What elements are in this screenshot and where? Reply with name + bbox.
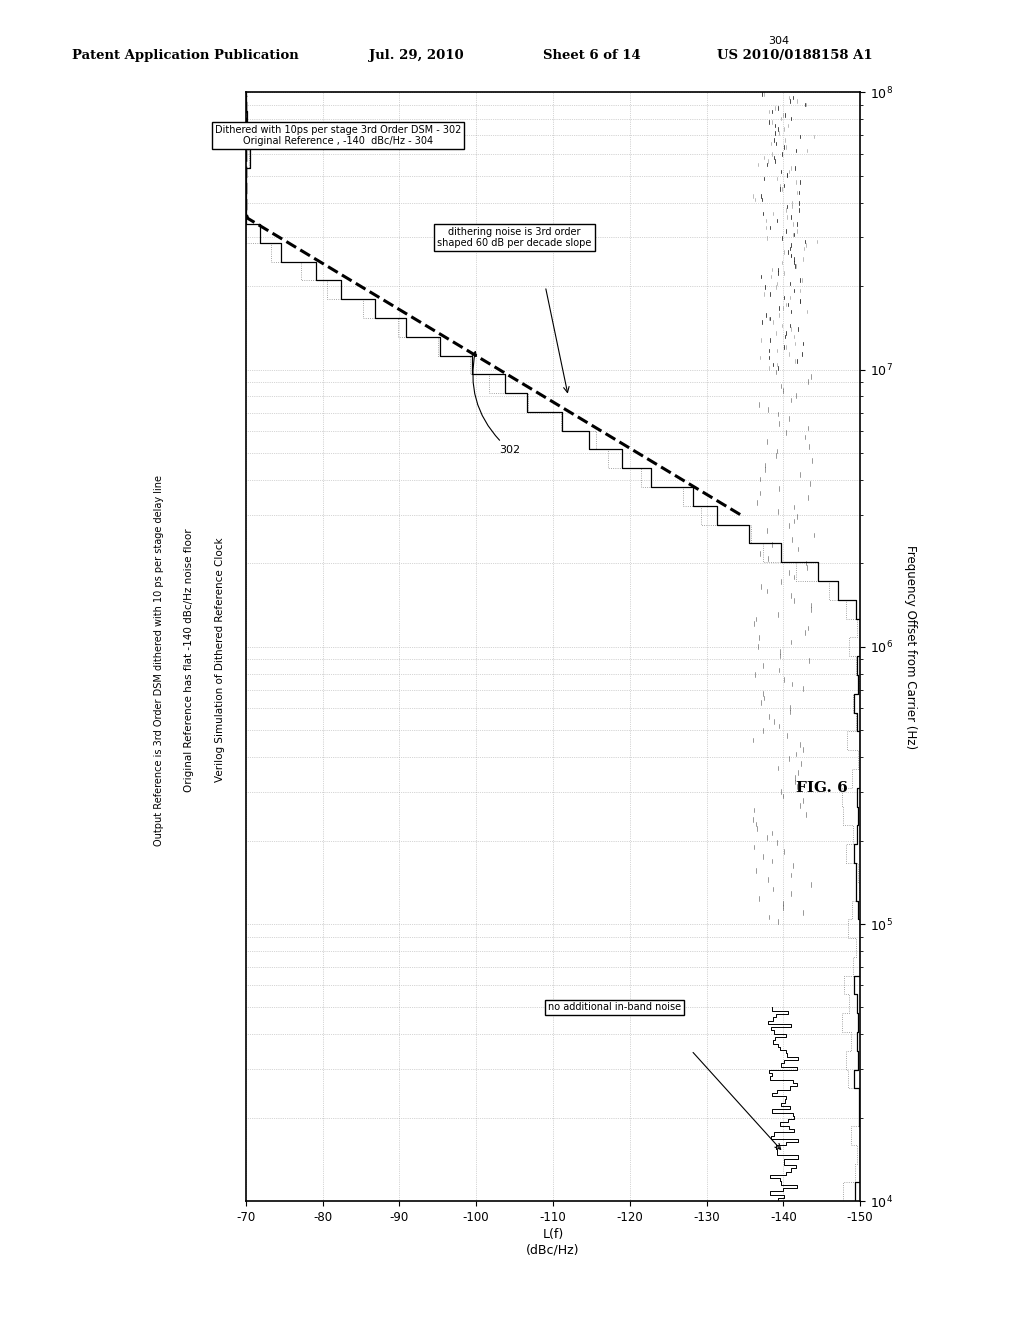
Text: 304: 304 [768, 36, 790, 46]
Y-axis label: Frequency Offset from Carrier (Hz): Frequency Offset from Carrier (Hz) [904, 545, 918, 748]
Text: Patent Application Publication: Patent Application Publication [72, 49, 298, 62]
Text: US 2010/0188158 A1: US 2010/0188158 A1 [717, 49, 872, 62]
Text: Sheet 6 of 14: Sheet 6 of 14 [543, 49, 640, 62]
Text: 302: 302 [472, 351, 520, 455]
Text: Jul. 29, 2010: Jul. 29, 2010 [369, 49, 463, 62]
X-axis label: L(f)
(dBc/Hz): L(f) (dBc/Hz) [526, 1228, 580, 1257]
Text: no additional in-band noise: no additional in-band noise [548, 1002, 681, 1012]
Text: Dithered with 10ps per stage 3rd Order DSM - 302
Original Reference , -140  dBc/: Dithered with 10ps per stage 3rd Order D… [215, 124, 461, 147]
Text: Output Reference is 3rd Order DSM dithered with 10 ps per stage delay line: Output Reference is 3rd Order DSM dither… [154, 474, 164, 846]
Text: Verilog Simulation of Dithered Reference Clock: Verilog Simulation of Dithered Reference… [215, 537, 225, 783]
Text: Original Reference has flat -140 dBc/Hz noise floor: Original Reference has flat -140 dBc/Hz … [184, 528, 195, 792]
Text: FIG. 6: FIG. 6 [796, 780, 848, 795]
Text: dithering noise is 3rd order
shaped 60 dB per decade slope: dithering noise is 3rd order shaped 60 d… [437, 227, 592, 248]
